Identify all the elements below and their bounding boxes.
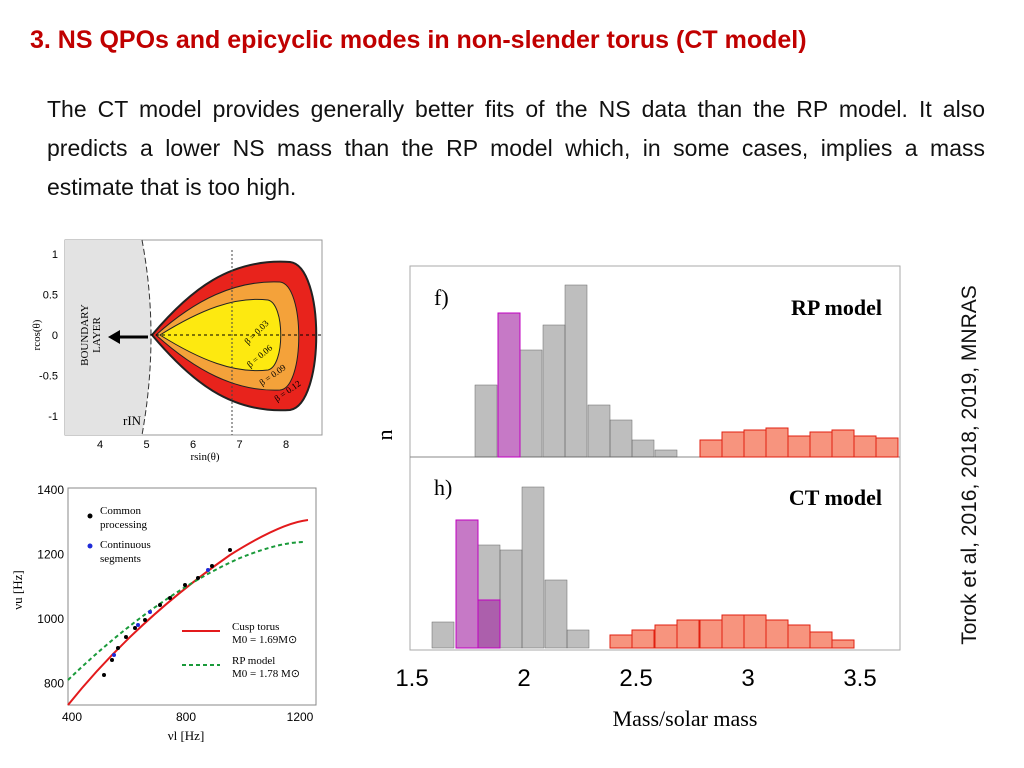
cusp-curve <box>67 519 309 706</box>
frequency-figure: Common processing Continuous segments Cu… <box>10 483 317 743</box>
panel-label: RP model <box>791 295 882 320</box>
tick-label: 800 <box>44 677 64 691</box>
rp-curve <box>67 541 306 681</box>
tick-label: 0.5 <box>43 290 58 302</box>
tick-label: 1200 <box>37 548 64 562</box>
tick-label: -1 <box>48 411 58 423</box>
tick-label: 800 <box>176 710 196 724</box>
tick-label: 1200 <box>287 710 314 724</box>
axis-label: n <box>372 430 397 441</box>
plot-frame <box>409 265 901 651</box>
axis-label: νu [Hz] <box>10 570 25 609</box>
tick-label: 400 <box>62 710 82 724</box>
body-text: The CT model provides generally better f… <box>47 96 985 200</box>
axis-label: Mass/solar mass <box>613 706 758 731</box>
tick-label: 3 <box>741 665 754 692</box>
tick-label: 8 <box>283 439 289 451</box>
legend-text: RP model <box>232 655 275 667</box>
annotation: rIN <box>123 413 142 428</box>
annotation: BOUNDARY <box>79 304 91 366</box>
boundary-region <box>65 240 151 435</box>
tick-label: 7 <box>236 439 242 451</box>
slide-title: 3. NS QPOs and epicyclic modes in non-sl… <box>30 26 807 54</box>
tick-label: 1.5 <box>395 665 428 692</box>
axis-label: rcos(θ) <box>31 319 43 350</box>
legend-text: M0 = 1.69M⊙ <box>232 634 297 646</box>
legend-text: segments <box>100 553 141 565</box>
legend-text: M0 = 1.78 M⊙ <box>232 668 300 680</box>
legend-text: Common <box>100 505 141 517</box>
points <box>102 548 232 677</box>
legend-text: processing <box>100 519 148 531</box>
axis-label: νl [Hz] <box>168 728 205 743</box>
tick-label: 0 <box>52 330 58 342</box>
axis-label: rsin(θ) <box>190 451 219 463</box>
torus-figure: rcos(θ) rsin(θ) BOUNDARY LAYER rIN β = 0… <box>31 239 323 463</box>
plot-frame <box>67 487 317 706</box>
panel-tag: h) <box>434 475 452 500</box>
legend-text: Cusp torus <box>232 621 279 633</box>
tick-label: 1400 <box>37 483 64 497</box>
torus-inner <box>159 298 282 372</box>
tick-label: 3.5 <box>843 665 876 692</box>
legend-text: Continuous <box>100 539 151 551</box>
tick-label: 5 <box>143 439 149 451</box>
mass-figure: f) RP model h) CT model n Mass/solar mas… <box>372 265 901 731</box>
tick-label: 1000 <box>37 612 64 626</box>
tick-label: 1 <box>52 249 58 261</box>
tick-label: -0.5 <box>39 371 58 383</box>
tick-label: 6 <box>190 439 196 451</box>
panel-tag: f) <box>434 285 449 310</box>
arrow-head <box>108 330 120 344</box>
tick-label: 2.5 <box>619 665 652 692</box>
tick-label: 2 <box>517 665 530 692</box>
panel-label: CT model <box>789 485 882 510</box>
annotation: LAYER <box>91 317 103 353</box>
boundary-edge <box>141 239 152 436</box>
tick-label: 4 <box>97 439 103 451</box>
